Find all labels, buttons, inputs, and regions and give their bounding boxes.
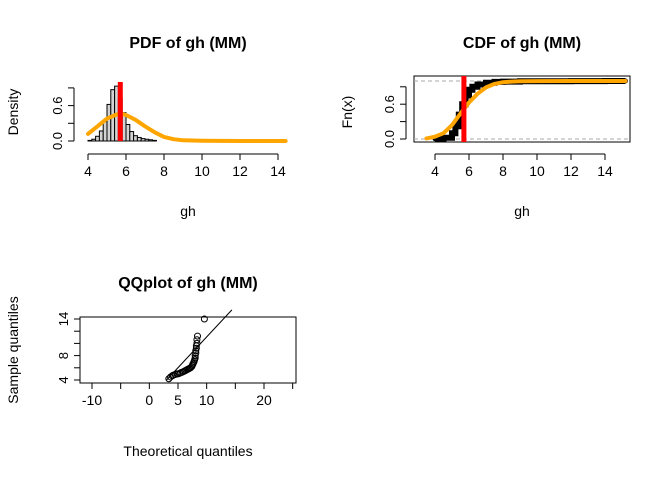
qq-point — [192, 349, 200, 357]
cdf-x-label: gh — [514, 203, 530, 219]
pdf-x-tick-label: 12 — [232, 163, 248, 179]
qq-point — [200, 315, 208, 323]
histogram-bar — [98, 130, 104, 142]
empirical-cdf-point — [469, 84, 475, 90]
histogram-bar — [152, 139, 157, 142]
empirical-cdf-point — [483, 80, 489, 86]
qq-panel: QQplot of gh (MM) -10 0 5 10 20 4 8 14 Theoret… — [5, 275, 297, 459]
pdf-y-tick-label: 0.0 — [50, 132, 65, 150]
histogram-bar — [148, 139, 154, 142]
cdf-x-tick-label: 10 — [529, 163, 545, 179]
cdf-x-axis: 4 6 8 10 12 14 — [431, 153, 613, 179]
cdf-x-tick-label: 12 — [563, 163, 579, 179]
qq-title: QQplot of gh (MM) — [118, 275, 258, 292]
histogram-bar — [102, 121, 108, 142]
cdf-x-tick-label: 8 — [499, 163, 507, 179]
cdf-panel: CDF of gh (MM) 4 6 8 10 12 14 0.0 0.6 gh Fn(x) — [339, 35, 631, 219]
qq-y-tick-label: 8 — [56, 352, 71, 359]
pdf-x-tick-label: 14 — [270, 163, 286, 179]
histogram-bar — [87, 139, 93, 142]
cdf-x-tick-label: 6 — [465, 163, 473, 179]
qq-x-tick-label: 10 — [199, 392, 215, 408]
cdf-fitted — [424, 79, 628, 141]
histogram-bar — [91, 138, 97, 142]
cdf-x-tick-label: 4 — [431, 163, 439, 179]
histogram-bar — [133, 135, 138, 142]
pdf-y-axis: 0.0 0.6 — [50, 87, 75, 150]
cdf-y-label: Fn(x) — [339, 96, 355, 129]
qq-x-tick-label: -10 — [82, 392, 102, 408]
cdf-y-axis: 0.0 0.6 — [382, 86, 407, 148]
qq-point — [193, 332, 201, 340]
histogram-bar — [129, 131, 135, 142]
histogram-bar — [136, 136, 142, 142]
qq-point — [193, 339, 201, 347]
cdf-y-tick-label: 0.0 — [382, 130, 397, 148]
qq-point — [193, 336, 201, 344]
empirical-cdf-point — [475, 81, 480, 87]
qq-y-axis: 4 8 14 — [56, 312, 81, 384]
histogram-bar — [106, 103, 112, 142]
empirical-cdf-point — [441, 135, 446, 141]
pdf-y-label: Density — [5, 89, 21, 136]
qq-x-tick-label: 0 — [145, 392, 153, 408]
cdf-y-tick-label: 0.6 — [382, 95, 397, 113]
qq-y-label: Sample quantiles — [5, 296, 21, 403]
pdf-x-tick-label: 8 — [160, 163, 168, 179]
fitted-density-curve — [86, 111, 288, 143]
qq-points — [165, 315, 208, 383]
histogram-bar — [125, 123, 131, 142]
cdf-title: CDF of gh (MM) — [463, 35, 581, 52]
qq-point — [191, 354, 199, 362]
qq-y-tick-label: 14 — [56, 312, 71, 326]
pdf-x-tick-label: 4 — [84, 163, 92, 179]
empirical-cdf-point — [449, 130, 455, 136]
qq-y-tick-label: 4 — [56, 376, 71, 383]
cdf-plot-box — [413, 75, 631, 143]
histogram-bar — [144, 138, 150, 142]
pdf-x-tick-label: 10 — [194, 163, 210, 179]
qq-x-tick-label: 5 — [174, 392, 182, 408]
pdf-x-label: gh — [180, 203, 196, 219]
pdf-panel: PDF of gh (MM) 4 6 8 10 12 14 0.0 0.6 gh Densi… — [5, 35, 288, 219]
qq-x-axis: -10 0 5 10 20 — [82, 382, 294, 408]
pdf-y-tick-label: 0.6 — [50, 97, 65, 115]
qq-point — [192, 344, 200, 352]
histogram-bar — [95, 135, 100, 142]
cdf-x-tick-label: 14 — [597, 163, 613, 179]
qq-x-label: Theoretical quantiles — [123, 443, 252, 459]
pdf-fitted-density — [86, 111, 288, 143]
pdf-x-tick-label: 6 — [122, 163, 130, 179]
pdf-x-axis: 4 6 8 10 12 14 — [84, 153, 286, 179]
qq-x-tick-label: 20 — [256, 392, 272, 408]
pdf-title: PDF of gh (MM) — [129, 35, 246, 52]
empirical-cdf-point — [466, 87, 472, 93]
histogram-bar — [140, 138, 146, 142]
fitted-cdf-curve — [424, 79, 628, 141]
